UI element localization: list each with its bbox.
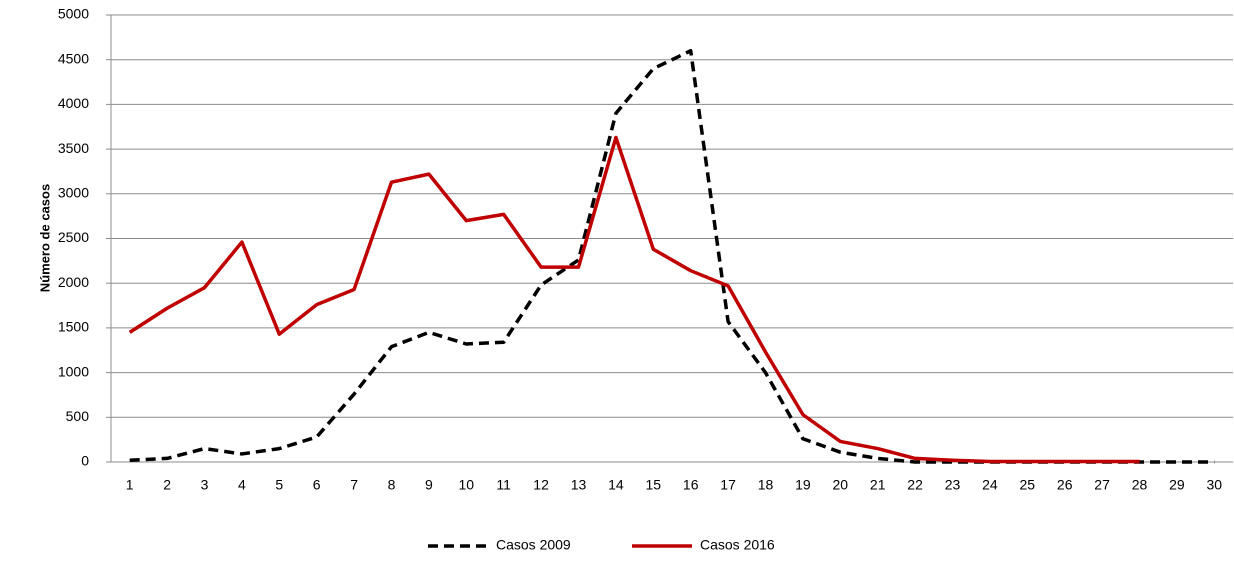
x-tick-label: 17: [720, 477, 736, 493]
x-tick-label: 10: [459, 477, 475, 493]
y-tick-label: 4500: [58, 50, 89, 66]
x-tick-label: 23: [945, 477, 961, 493]
x-tick-label: 12: [533, 477, 549, 493]
x-tick-label: 7: [350, 477, 358, 493]
x-tick-label: 2: [163, 477, 171, 493]
x-tick-label: 13: [571, 477, 587, 493]
y-tick-label: 3500: [58, 140, 89, 156]
series-line: [129, 49, 1215, 464]
x-tick-label: 11: [496, 477, 511, 493]
y-tick-label: 5000: [58, 6, 89, 22]
y-axis-label: Número de casos: [37, 184, 52, 292]
x-tick-label: 6: [313, 477, 321, 493]
x-tick-label: 29: [1169, 477, 1185, 493]
x-tick-label: 28: [1132, 477, 1148, 493]
y-tick-label: 500: [66, 408, 90, 424]
legend-label: Casos 2016: [700, 537, 775, 553]
x-tick-label: 20: [833, 477, 849, 493]
y-tick-label: 0: [81, 453, 89, 469]
y-tick-label: 2000: [58, 274, 89, 290]
x-tick-label: 26: [1057, 477, 1073, 493]
x-tick-label: 5: [275, 477, 283, 493]
x-tick-label: 22: [907, 477, 923, 493]
x-tick-label: 3: [201, 477, 209, 493]
x-tick-label: 19: [795, 477, 811, 493]
x-tick-label: 18: [758, 477, 774, 493]
x-tick-label: 15: [646, 477, 662, 493]
y-tick-label: 2500: [58, 229, 89, 245]
x-tick-label: 9: [425, 477, 433, 493]
y-tick-label: 3000: [58, 185, 89, 201]
series-line: [128, 135, 1140, 464]
x-tick-label: 4: [238, 477, 246, 493]
x-tick-label: 8: [388, 477, 396, 493]
x-tick-label: 30: [1207, 477, 1223, 493]
y-tick-label: 4000: [58, 95, 89, 111]
y-tick-label: 1500: [58, 319, 89, 335]
legend-label: Casos 2009: [496, 537, 571, 553]
x-tick-label: 25: [1020, 477, 1036, 493]
x-tick-label: 24: [982, 477, 998, 493]
x-tick-label: 21: [870, 477, 886, 493]
x-tick-label: 14: [608, 477, 624, 493]
y-tick-label: 1000: [58, 363, 89, 379]
x-tick-label: 27: [1094, 477, 1110, 493]
x-tick-label: 16: [683, 477, 699, 493]
x-tick-label: 1: [126, 477, 134, 493]
